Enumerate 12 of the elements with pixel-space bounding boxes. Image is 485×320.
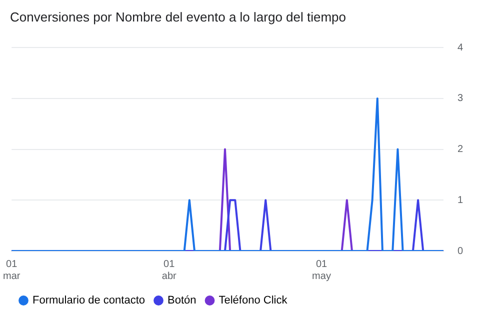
- y-tick-label: 1: [457, 194, 464, 206]
- x-tick-label: 01 may: [312, 258, 331, 282]
- y-tick-label: 2: [457, 144, 464, 156]
- y-tick-label: 0: [457, 246, 464, 257]
- y-tick-label: 4: [457, 42, 464, 54]
- legend-label: Formulario de contacto: [32, 294, 145, 307]
- y-tick-label: 3: [457, 93, 464, 104]
- chart-title: Conversiones por Nombre del evento a lo largo del tiempo: [10, 9, 346, 24]
- legend-label: Teléfono Click: [218, 294, 288, 307]
- legend-label: Botón: [168, 294, 196, 307]
- x-tick-label: 01 mar: [2, 258, 21, 282]
- x-tick-label: 01 abr: [162, 258, 177, 282]
